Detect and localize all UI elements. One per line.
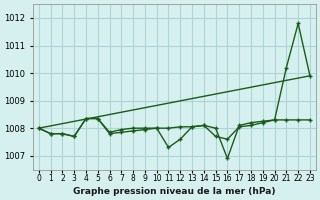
X-axis label: Graphe pression niveau de la mer (hPa): Graphe pression niveau de la mer (hPa) [73,187,276,196]
